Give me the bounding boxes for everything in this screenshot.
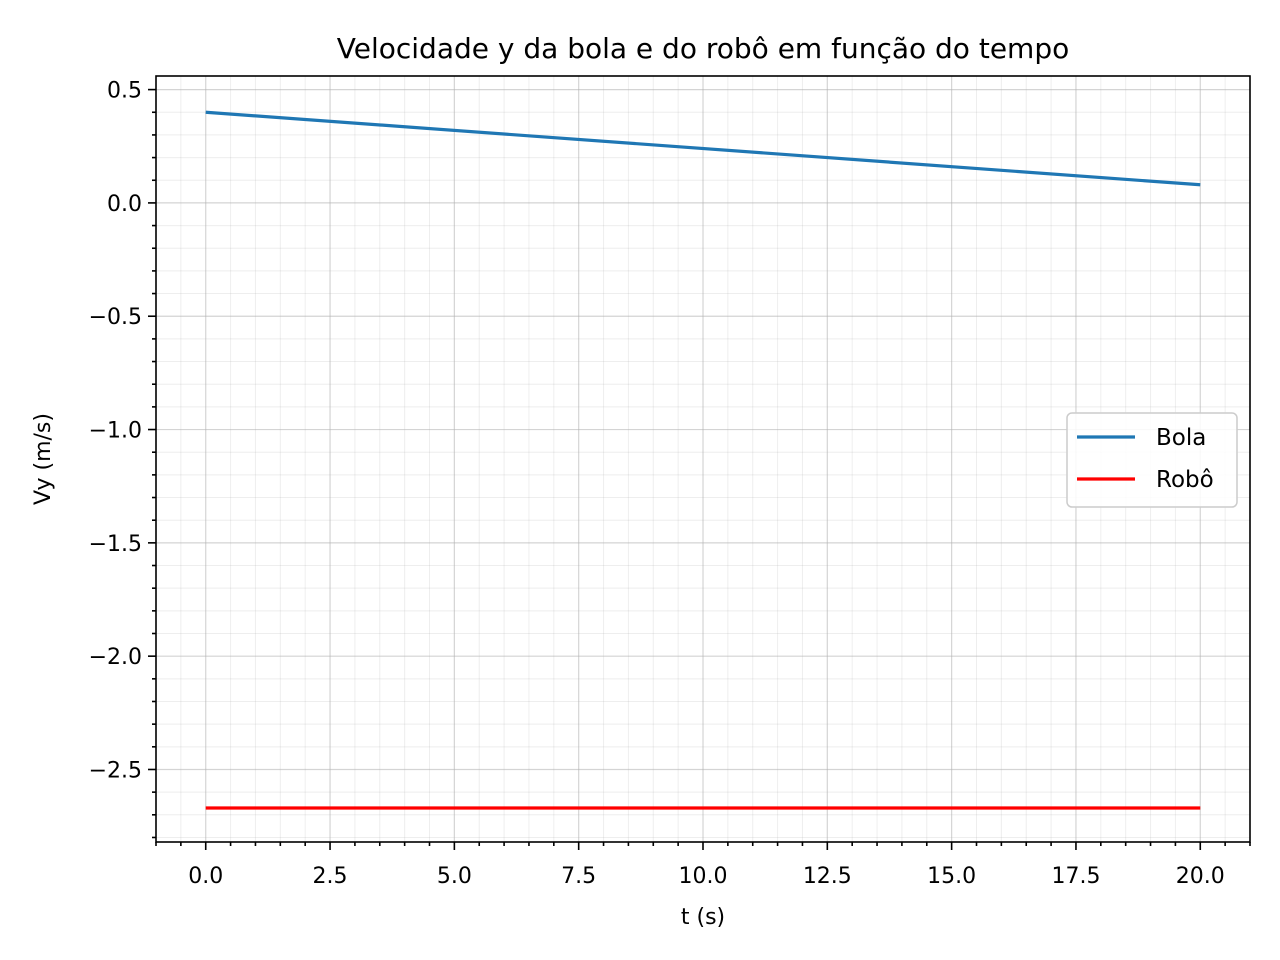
- y-tick-label: −2.0: [89, 645, 142, 670]
- x-tick-label: 17.5: [1051, 864, 1100, 889]
- legend-label: Robô: [1156, 467, 1214, 493]
- x-tick-label: 5.0: [437, 864, 472, 889]
- y-tick-label: −1.5: [89, 532, 142, 557]
- y-axis-label: Vy (m/s): [31, 413, 56, 505]
- y-tick-label: −1.0: [89, 419, 142, 444]
- x-tick-label: 12.5: [803, 864, 852, 889]
- minor-grid: [155, 76, 1251, 842]
- legend: Bola Robô: [1066, 412, 1238, 508]
- y-tick-label: 0.5: [107, 79, 142, 104]
- major-grid: [156, 76, 1250, 842]
- chart-title: Velocidade y da bola e do robô em função…: [337, 32, 1069, 65]
- series-layer: [205, 110, 1201, 810]
- x-tick-label: 7.5: [561, 864, 596, 889]
- x-tick-label: 2.5: [313, 864, 348, 889]
- y-tick-label: −2.5: [89, 758, 142, 783]
- x-axis: 0.0 2.5 5.0 7.5 10.0 12.5 15.0 17.5 20.0: [155, 842, 1251, 889]
- y-axis: 0.5 0.0 −0.5 −1.0 −1.5 −2.0 −2.5: [89, 79, 156, 839]
- x-tick-label: 0.0: [188, 864, 223, 889]
- x-axis-label: t (s): [681, 905, 725, 930]
- x-tick-label: 20.0: [1176, 864, 1225, 889]
- legend-label: Bola: [1156, 425, 1206, 451]
- x-tick-label: 15.0: [927, 864, 976, 889]
- series-line-bola: [205, 110, 1201, 187]
- y-tick-label: 0.0: [107, 192, 142, 217]
- x-tick-label: 10.0: [679, 864, 728, 889]
- y-tick-label: −0.5: [89, 305, 142, 330]
